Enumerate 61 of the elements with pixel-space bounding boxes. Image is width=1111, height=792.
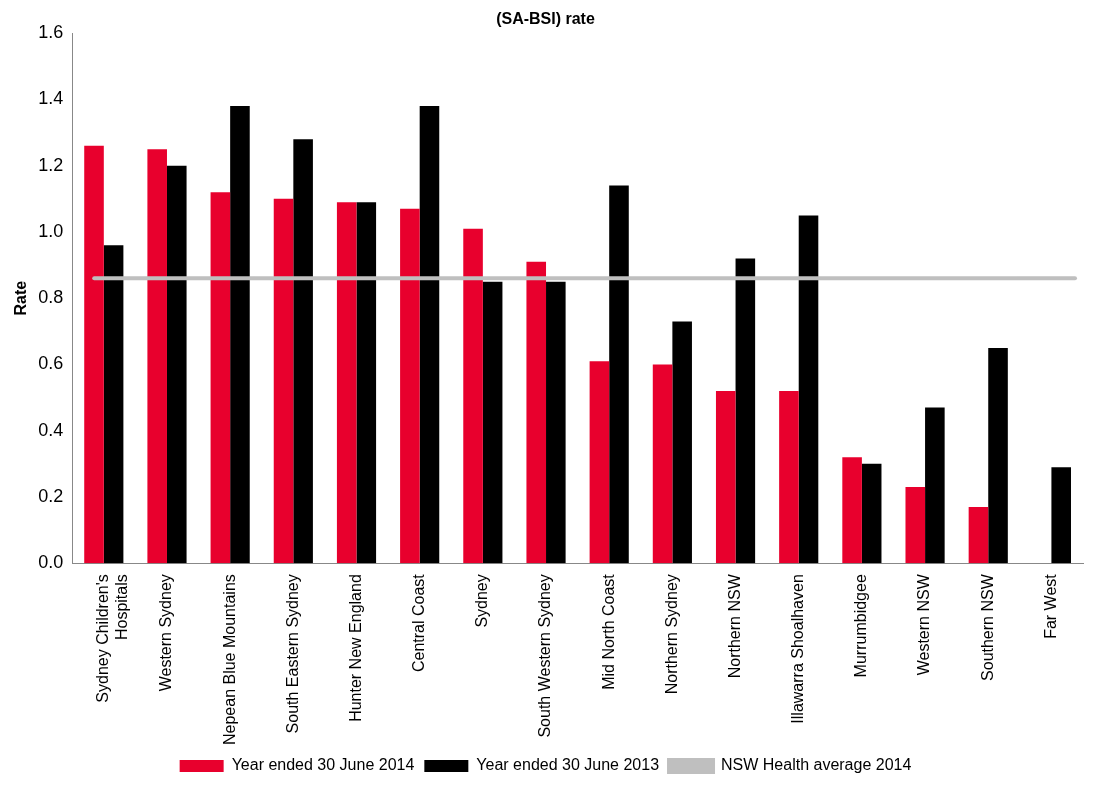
bar (1051, 467, 1071, 564)
y-tick-label: 1.2 (38, 154, 64, 175)
bar (84, 145, 104, 564)
bar (210, 192, 231, 564)
x-tick-label: Murrumbidgee (852, 574, 870, 678)
x-tick-label: Nepean Blue Mountains (220, 574, 238, 745)
x-tick-label: Mid North Coast (599, 573, 617, 690)
x-tick-label: Far West (1041, 573, 1059, 639)
bar (842, 457, 862, 564)
bar (861, 463, 882, 564)
bar (463, 228, 483, 564)
x-tick-label: Sydney Children's Hospitals (94, 574, 131, 703)
x-tick-label: Northern Sydney (662, 574, 680, 695)
y-axis-title: Rate (12, 280, 30, 316)
bar (715, 390, 736, 564)
bar (672, 321, 692, 564)
x-tick-label: Western NSW (915, 573, 933, 676)
bar (735, 258, 756, 564)
x-tick-label: South Eastern Sydney (283, 574, 301, 734)
bar (103, 245, 124, 564)
bar (652, 364, 673, 564)
bar (988, 347, 1008, 564)
text: 0.0 (38, 552, 64, 573)
bar (905, 487, 926, 564)
bar (230, 106, 250, 564)
bar (546, 281, 566, 564)
x-tick-label: Illawarra Shoalhaven (789, 574, 807, 724)
bar (400, 208, 420, 564)
bar (968, 506, 989, 564)
x-tick-label: Western Sydney (157, 574, 175, 692)
y-tick-label: 1.6 (38, 22, 64, 43)
bar (925, 407, 945, 564)
legend-label: NSW Health average 2014 (721, 756, 912, 774)
x-tick-label: Sydney (473, 574, 491, 628)
bar (293, 139, 313, 564)
x-tick-label: Northern NSW (725, 573, 743, 679)
bar (356, 202, 377, 564)
bar (779, 390, 799, 564)
bar (166, 165, 187, 564)
x-tick-label: South Western Sydney (536, 574, 554, 738)
chart-title: (SA-BSI) rate (496, 10, 595, 28)
y-tick-label: 1.4 (38, 88, 64, 109)
x-tick-label: Hunter New England (346, 574, 364, 722)
bar (419, 106, 440, 564)
y-tick-label: 0.4 (38, 419, 64, 440)
legend-label: Year ended 30 June 2014 (231, 756, 415, 774)
text: 1.0 (38, 220, 64, 241)
bar (526, 261, 547, 564)
legend-label: Year ended 30 June 2013 (476, 756, 660, 774)
bar (589, 361, 610, 564)
y-tick-label: 0.6 (38, 353, 64, 374)
x-tick-label: Central Coast (410, 573, 428, 673)
bar (609, 185, 629, 564)
bar (336, 202, 357, 564)
bar (147, 149, 167, 564)
bar (482, 281, 503, 564)
bar (798, 215, 819, 564)
y-tick-label: 0.8 (38, 287, 64, 308)
bar (273, 198, 294, 564)
x-tick-label: Southern NSW (978, 573, 996, 681)
y-tick-label: 0.2 (38, 485, 64, 506)
